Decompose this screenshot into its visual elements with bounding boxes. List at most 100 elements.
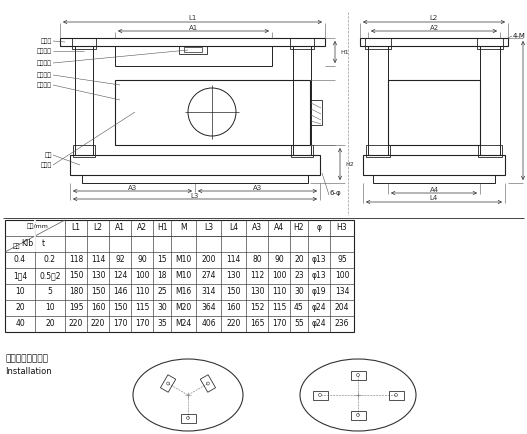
Text: 100: 100 — [335, 272, 349, 280]
Text: A3: A3 — [252, 224, 262, 233]
Text: 承载压头: 承载压头 — [37, 60, 52, 66]
Bar — [291, 145, 313, 157]
Text: A1: A1 — [189, 24, 198, 30]
Text: 95: 95 — [337, 256, 347, 264]
Text: 220: 220 — [226, 319, 241, 329]
Text: 152: 152 — [250, 303, 264, 312]
Text: 35: 35 — [157, 319, 167, 329]
Text: 150: 150 — [69, 272, 83, 280]
Bar — [480, 46, 500, 155]
Bar — [60, 38, 325, 46]
Text: 90: 90 — [274, 256, 284, 264]
Text: 10: 10 — [15, 287, 25, 296]
Text: 204: 204 — [335, 303, 349, 312]
Text: 20: 20 — [294, 256, 304, 264]
Text: 118: 118 — [69, 256, 83, 264]
Text: φ24: φ24 — [311, 319, 326, 329]
Text: 量程: 量程 — [13, 243, 21, 249]
Text: 30: 30 — [294, 287, 304, 296]
Text: 115: 115 — [272, 303, 286, 312]
Bar — [115, 80, 310, 145]
Text: 146: 146 — [113, 287, 127, 296]
Text: 130: 130 — [226, 272, 241, 280]
Bar — [365, 38, 391, 49]
Text: 220: 220 — [91, 319, 105, 329]
Text: 100: 100 — [272, 272, 286, 280]
Text: 23: 23 — [294, 272, 304, 280]
Text: 406: 406 — [201, 319, 216, 329]
Text: φ13: φ13 — [311, 256, 326, 264]
Text: 130: 130 — [91, 272, 105, 280]
Text: 40: 40 — [15, 319, 25, 329]
Text: L2: L2 — [93, 224, 102, 233]
Text: 114: 114 — [226, 256, 241, 264]
Text: L1: L1 — [72, 224, 81, 233]
Text: M24: M24 — [175, 319, 192, 329]
Text: 0.2: 0.2 — [44, 256, 56, 264]
Text: 364: 364 — [201, 303, 216, 312]
Text: 130: 130 — [250, 287, 264, 296]
Text: 236: 236 — [335, 319, 349, 329]
Bar — [179, 46, 207, 54]
Bar — [70, 155, 320, 175]
Text: H3: H3 — [337, 224, 347, 233]
Text: 124: 124 — [113, 272, 127, 280]
Text: 10: 10 — [45, 303, 55, 312]
Text: M10: M10 — [175, 272, 192, 280]
Text: A4: A4 — [274, 224, 284, 233]
Text: 195: 195 — [69, 303, 83, 312]
Bar — [373, 175, 495, 183]
Text: 114: 114 — [91, 256, 105, 264]
Text: 200: 200 — [201, 256, 216, 264]
Text: 承载板: 承载板 — [41, 38, 52, 44]
Bar — [115, 46, 272, 66]
Text: 4-M: 4-M — [513, 33, 526, 39]
Text: 165: 165 — [250, 319, 264, 329]
Text: 5: 5 — [47, 287, 53, 296]
Text: 0.4: 0.4 — [14, 256, 26, 264]
Text: A1: A1 — [115, 224, 125, 233]
Text: 150: 150 — [91, 287, 105, 296]
Text: 180: 180 — [69, 287, 83, 296]
Text: M16: M16 — [175, 287, 192, 296]
Bar — [368, 46, 388, 155]
Bar — [72, 38, 96, 49]
Text: 20: 20 — [45, 319, 55, 329]
Text: φ13: φ13 — [311, 272, 326, 280]
Text: 92: 92 — [115, 256, 125, 264]
Text: 112: 112 — [250, 272, 264, 280]
Text: φ24: φ24 — [311, 303, 326, 312]
Text: 100: 100 — [135, 272, 149, 280]
Text: 110: 110 — [272, 287, 286, 296]
Bar — [310, 100, 322, 125]
Text: 80: 80 — [252, 256, 262, 264]
Text: L2: L2 — [430, 16, 438, 22]
Text: 尺寸/mm: 尺寸/mm — [27, 223, 49, 229]
Bar — [82, 175, 308, 183]
Text: 18: 18 — [157, 272, 167, 280]
Text: L3: L3 — [191, 193, 199, 198]
Text: 314: 314 — [201, 287, 216, 296]
Text: 90: 90 — [137, 256, 147, 264]
Text: 30: 30 — [157, 303, 167, 312]
Bar — [363, 155, 505, 175]
Text: φ: φ — [317, 224, 321, 233]
Text: 160: 160 — [226, 303, 241, 312]
Text: A3: A3 — [253, 184, 262, 191]
Text: M: M — [180, 224, 187, 233]
Text: 顶起机构: 顶起机构 — [37, 82, 52, 88]
Text: L1: L1 — [188, 16, 197, 22]
Text: Klb: Klb — [21, 240, 33, 249]
Text: 25: 25 — [157, 287, 167, 296]
Text: H2: H2 — [345, 161, 354, 167]
Text: 160: 160 — [91, 303, 105, 312]
Text: 110: 110 — [135, 287, 149, 296]
Text: H2: H2 — [294, 224, 304, 233]
Text: 垂直限位: 垂直限位 — [37, 48, 52, 54]
Text: 274: 274 — [201, 272, 216, 280]
Text: A3: A3 — [128, 184, 137, 191]
Bar — [75, 46, 93, 155]
Text: 150: 150 — [226, 287, 241, 296]
Text: 20: 20 — [15, 303, 25, 312]
Text: 称重模块安装方式: 称重模块安装方式 — [5, 354, 48, 363]
